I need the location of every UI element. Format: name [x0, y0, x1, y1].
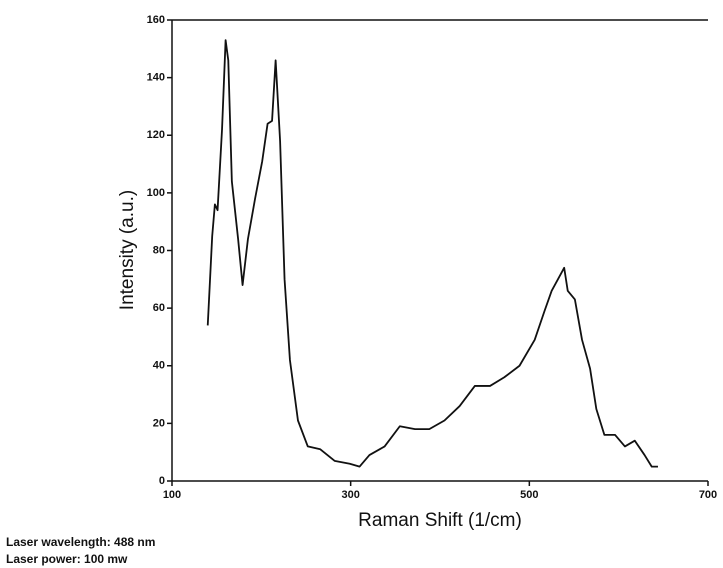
y-tick-label: 140 — [147, 72, 165, 84]
y-tick-label: 160 — [147, 14, 165, 26]
x-tick-label: 500 — [520, 489, 538, 501]
y-tick-label: 20 — [153, 417, 165, 429]
y-axis-label: Intensity (a.u.) — [117, 190, 138, 310]
y-tick-label: 100 — [147, 187, 165, 199]
annotation: Laser wavelength: 488 nm — [6, 535, 155, 549]
y-tick-label: 120 — [147, 129, 165, 141]
y-tick-label: 60 — [153, 302, 165, 314]
x-tick-label: 700 — [699, 489, 717, 501]
y-tick-label: 40 — [153, 360, 165, 372]
x-axis-label: Raman Shift (1/cm) — [358, 510, 522, 531]
x-tick-label: 300 — [341, 489, 359, 501]
y-tick-label: 0 — [159, 475, 165, 487]
x-tick-label: 100 — [163, 489, 181, 501]
y-tick-label: 80 — [153, 244, 165, 256]
annotation: Laser power: 100 mw — [6, 552, 128, 566]
spectrum-line — [206, 39, 658, 468]
